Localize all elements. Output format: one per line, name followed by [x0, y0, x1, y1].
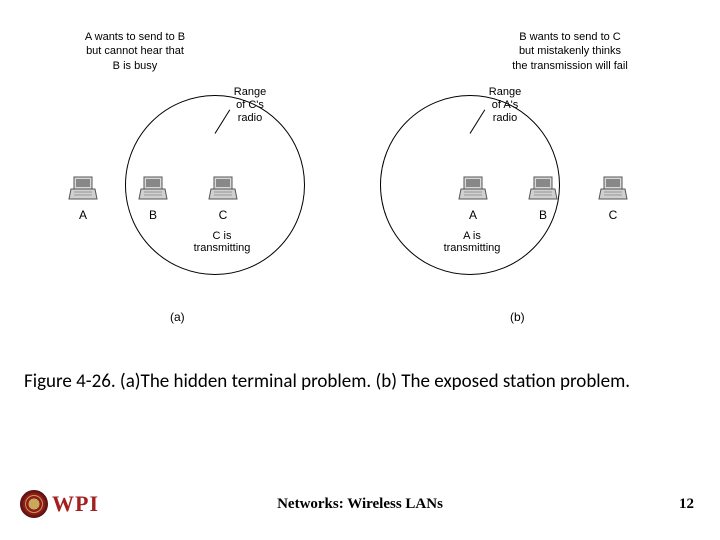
laptop-c-icon: [208, 175, 238, 201]
panel-b-label-c: C: [603, 208, 623, 222]
figure-area: A wants to send to Bbut cannot hear that…: [0, 30, 720, 360]
panel-a-label-a: A: [73, 208, 93, 222]
laptop-a2-icon: [458, 175, 488, 201]
laptop-b2-icon: [528, 175, 558, 201]
panel-b-top-caption: B wants to send to Cbut mistakenly think…: [480, 30, 660, 73]
panel-a: A wants to send to Bbut cannot hear that…: [60, 30, 360, 330]
footer-title: Networks: Wireless LANs: [277, 496, 443, 513]
panel-a-letter: (a): [170, 310, 185, 324]
panel-b-label-a: A: [463, 208, 483, 222]
panel-b-transmitting: A istransmitting: [432, 230, 512, 254]
page-number: 12: [679, 496, 694, 513]
panel-b-letter: (b): [510, 310, 525, 324]
figure-caption: Figure 4-26. (a)The hidden terminal prob…: [24, 370, 696, 395]
panel-a-range-label: Rangeof C'sradio: [220, 86, 280, 126]
panel-a-top-caption: A wants to send to Bbut cannot hear that…: [60, 30, 210, 73]
panel-a-label-b: B: [143, 208, 163, 222]
footer: WPI Networks: Wireless LANs 12: [20, 484, 700, 524]
laptop-c2-icon: [598, 175, 628, 201]
laptop-a-icon: [68, 175, 98, 201]
wpi-logo-text: WPI: [52, 491, 99, 517]
panel-b-range-label: Rangeof A'sradio: [475, 86, 535, 126]
panel-a-transmitting: C istransmitting: [182, 230, 262, 254]
panel-a-label-c: C: [213, 208, 233, 222]
panel-b: B wants to send to Cbut mistakenly think…: [380, 30, 690, 330]
laptop-b-icon: [138, 175, 168, 201]
wpi-seal-icon: [20, 490, 48, 518]
wpi-logo: WPI: [20, 490, 99, 518]
panel-b-label-b: B: [533, 208, 553, 222]
